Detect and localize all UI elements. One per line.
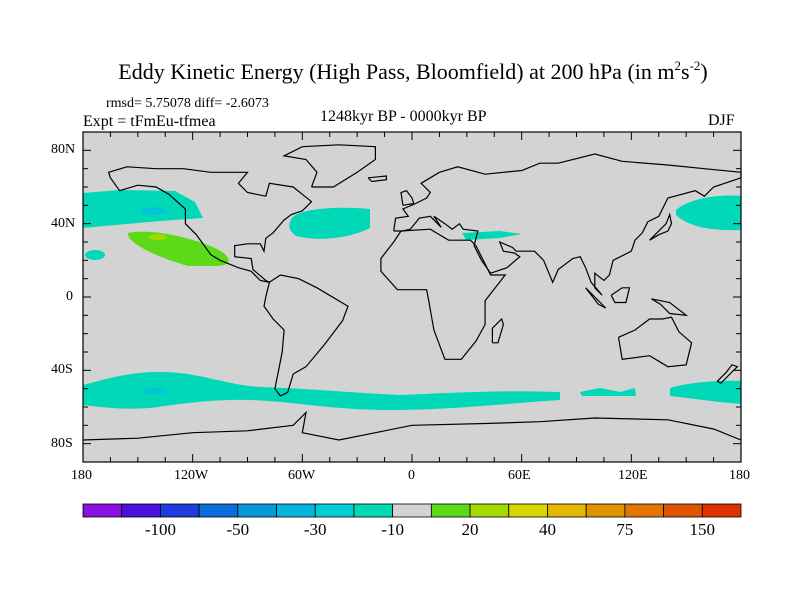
coastline-north-america [107, 166, 313, 283]
coastline-eurasia [393, 153, 742, 296]
colorbar-box [392, 503, 432, 518]
colorbar-label: 150 [689, 520, 716, 539]
colorbar-label: 40 [538, 520, 556, 539]
colorbar-box [585, 503, 626, 518]
shade-north-atlantic [289, 207, 370, 239]
colorbar-box [701, 503, 742, 518]
colorbar [82, 503, 742, 518]
coastline-new-guinea [651, 298, 689, 317]
season-label: DJF [708, 112, 735, 129]
coastline-south-america [263, 274, 349, 397]
lat-label-0: 0 [66, 289, 73, 304]
colorbar-box [276, 503, 316, 518]
colorbar-box [121, 503, 161, 518]
lon-label-60w: 60W [288, 468, 316, 483]
coastline-borneo [610, 287, 631, 304]
coastlines [82, 144, 742, 441]
plot-title: Eddy Kinetic Energy (High Pass, Bloomfie… [118, 58, 708, 84]
colorbar-label: 20 [461, 520, 479, 539]
axis-ticks [82, 132, 742, 462]
lat-label-80s: 80S [51, 436, 73, 451]
colorbar-box [508, 503, 548, 518]
coastline-japan [649, 212, 673, 241]
coastline-madagascar [491, 317, 505, 344]
shade-subtropical-pacific [85, 250, 105, 260]
coastline-australia [617, 316, 693, 368]
shaded-regions [83, 190, 741, 410]
map-background [83, 132, 741, 462]
colorbar-box [663, 503, 703, 518]
lon-label-60e: 60E [508, 468, 531, 483]
coastline-new-zealand [716, 364, 739, 384]
coastline-iceland [367, 175, 387, 183]
colorbar-box [82, 503, 123, 518]
lon-label-120w: 120W [174, 468, 209, 483]
shade-northwest-pacific [676, 195, 741, 231]
colorbar-label: -50 [226, 520, 250, 539]
shade-east-pacific-positive [127, 231, 229, 266]
colorbar-box [198, 503, 239, 518]
colorbar-label: -10 [381, 520, 404, 539]
coastline-antarctica [82, 410, 742, 441]
coastline-greenland [282, 144, 376, 188]
stats-text: rmsd= 5.75078 diff= -2.6073 [106, 96, 269, 111]
shade-south-indian [580, 388, 636, 396]
shade-north-pacific-core [141, 207, 165, 215]
colorbar-label: 75 [616, 520, 634, 539]
lat-label-40s: 40S [51, 362, 73, 377]
colorbar-box [353, 503, 394, 518]
lon-label-120e: 120E [618, 468, 648, 483]
coastline-britain [400, 189, 415, 206]
colorbar-box [160, 503, 200, 518]
shade-south-pacific-west [670, 380, 741, 404]
lat-label-80n: 80N [51, 142, 76, 157]
colorbar-label: -30 [303, 520, 327, 539]
colorbar-box [547, 503, 587, 518]
period-label: 1248kyr BP - 0000kyr BP [320, 108, 487, 125]
colorbar-box [624, 503, 664, 518]
shade-east-pacific-peak [149, 234, 167, 240]
colorbar-box [430, 503, 471, 518]
colorbar-box [314, 503, 355, 518]
experiment-label: Expt = tFmEu-tfmea [83, 113, 216, 130]
coastline-sumatra [585, 287, 607, 309]
colorbar-box [237, 503, 277, 518]
lat-label-40n: 40N [51, 216, 76, 231]
colorbar-label: -100 [144, 520, 176, 539]
coastline-africa [380, 228, 507, 360]
lon-label-180w: 180 [71, 468, 92, 483]
lon-label-180e: 180 [729, 468, 750, 483]
shade-southern-ocean-core [143, 388, 167, 394]
lon-label-0: 0 [408, 468, 415, 483]
shade-southern-ocean-band [83, 372, 560, 410]
colorbar-box [469, 503, 510, 518]
